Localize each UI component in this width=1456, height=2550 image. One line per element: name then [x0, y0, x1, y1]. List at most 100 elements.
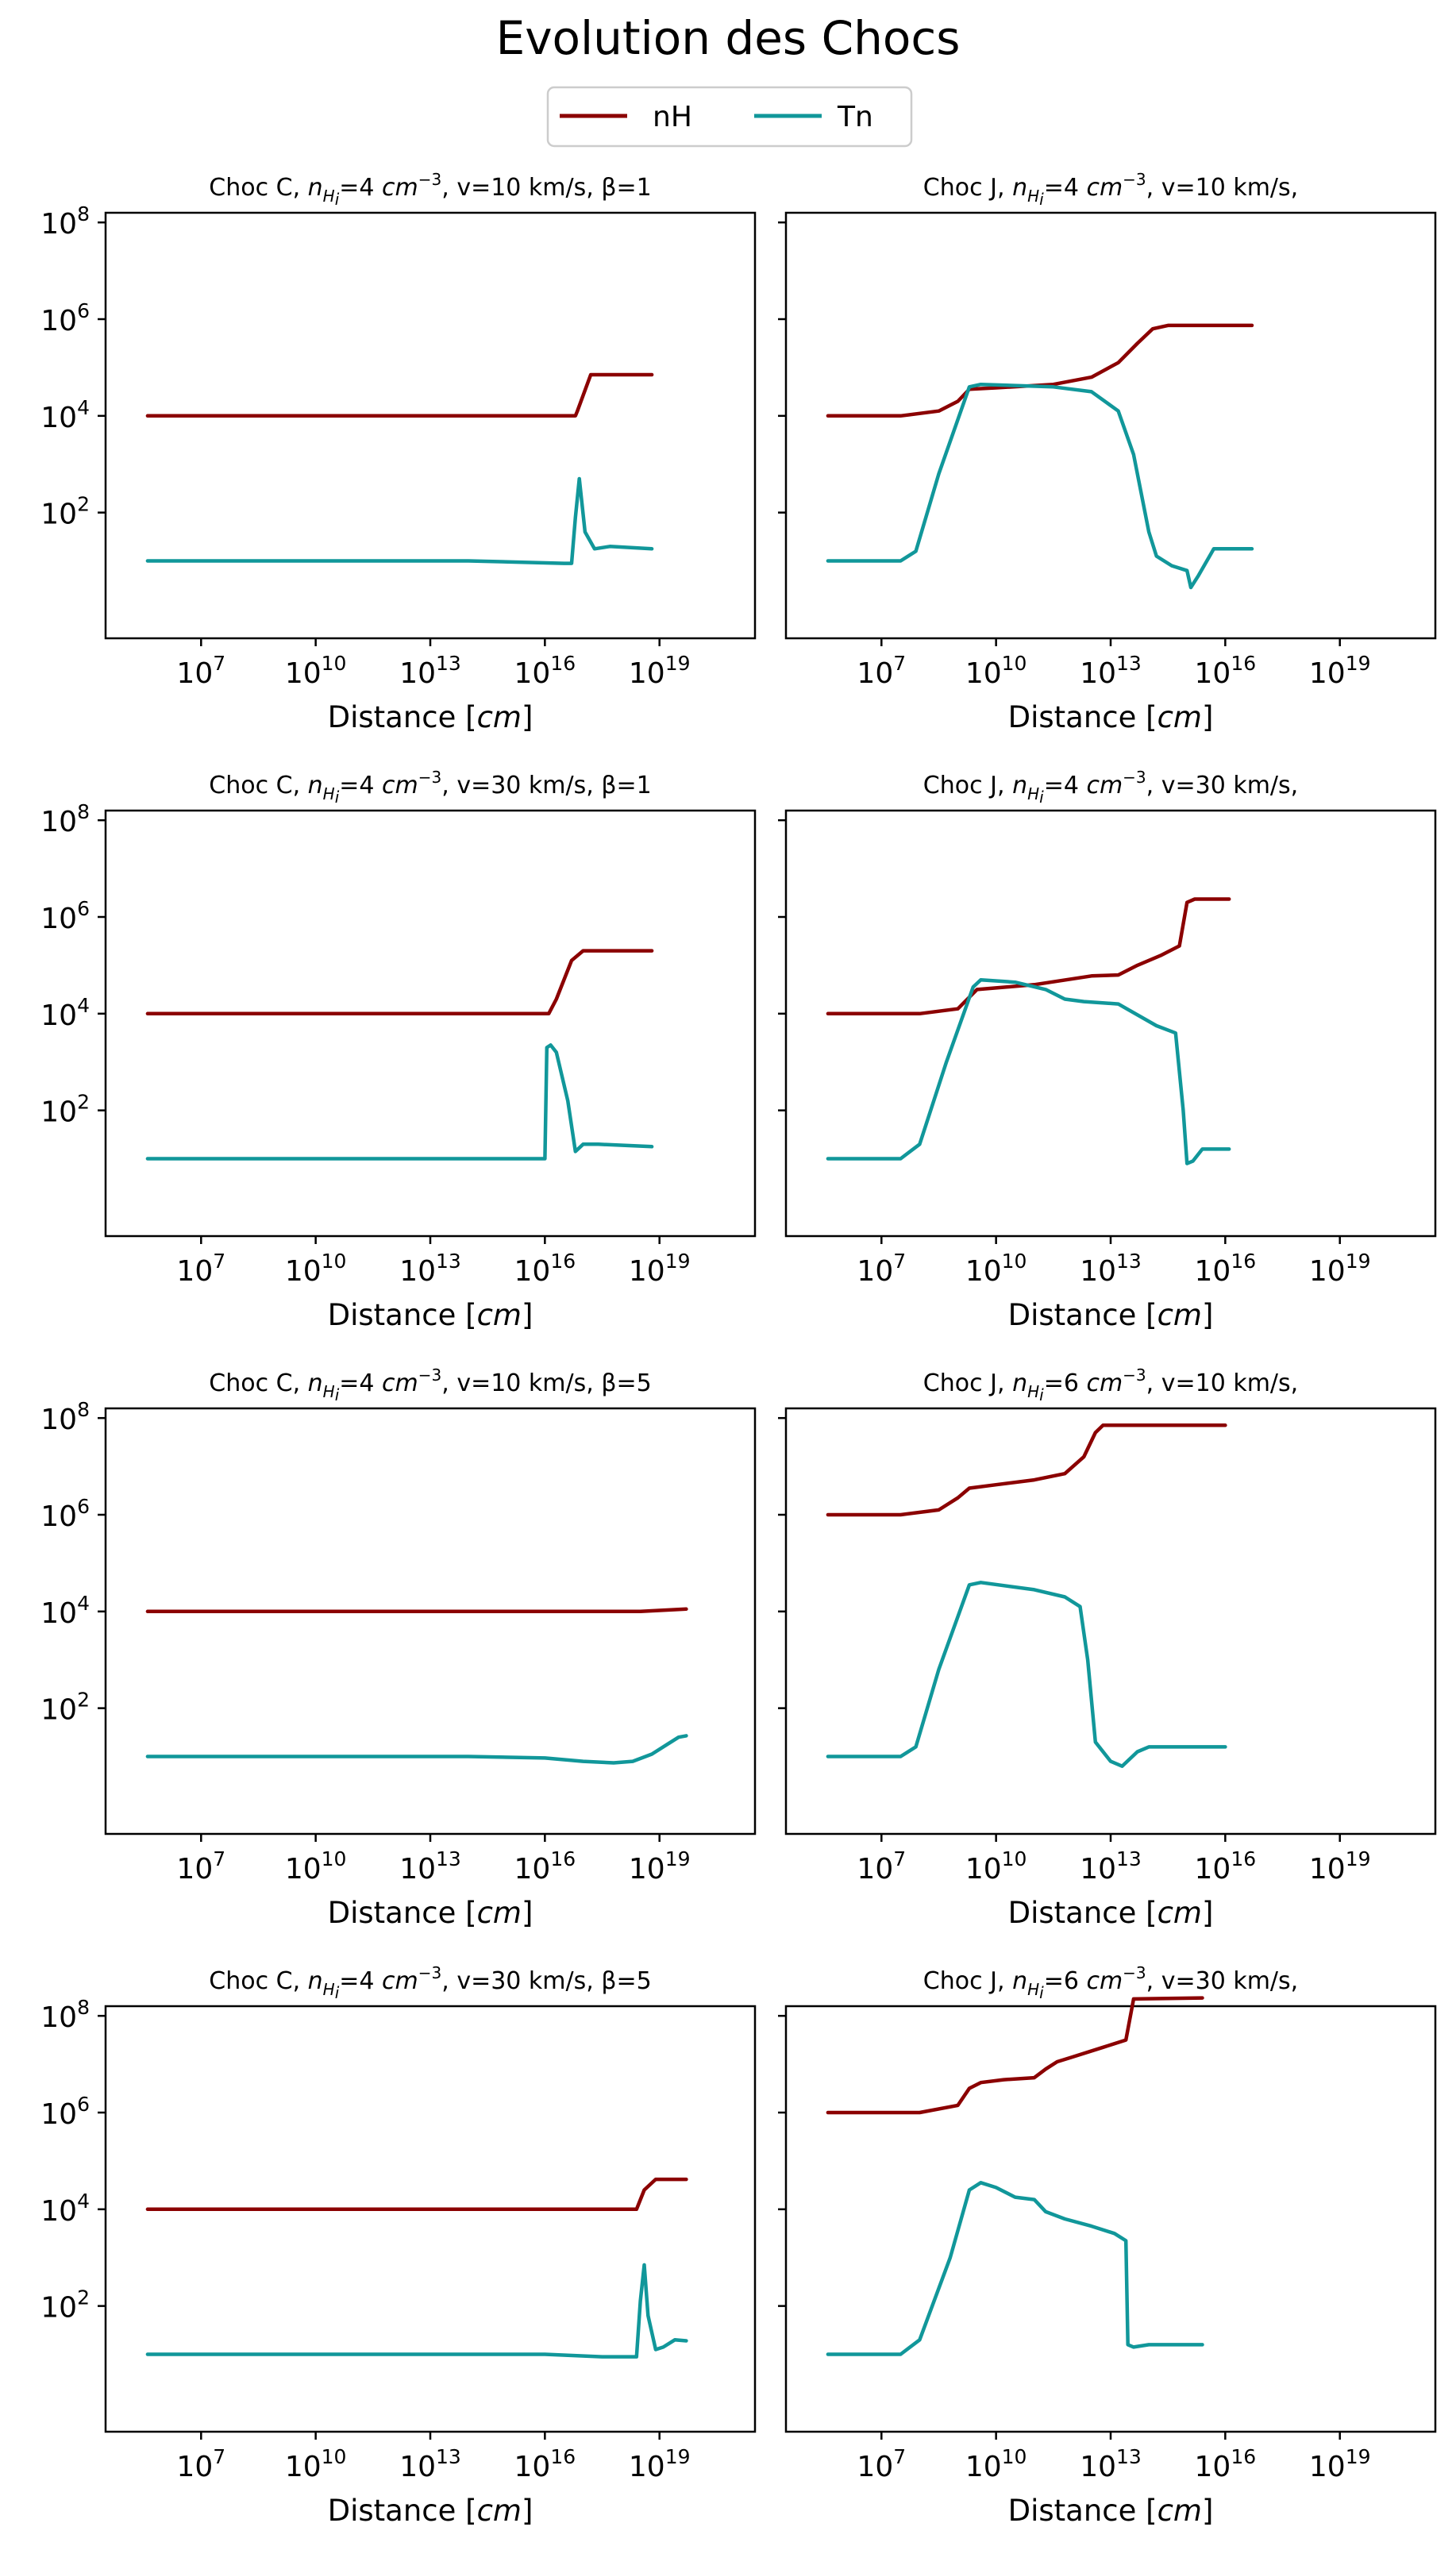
- subplot-title: Choc J, nHi=4 cm−3, v=30 km/s,: [923, 768, 1298, 807]
- series-line-tn: [826, 977, 1231, 1165]
- subplot-title: Choc C, nHi=4 cm−3, v=10 km/s, β=5: [209, 1366, 651, 1404]
- x-axis-label: Distance [cm]: [1008, 1896, 1214, 1930]
- subplot-title: Choc C, nHi=4 cm−3, v=30 km/s, β=1: [209, 768, 651, 807]
- series-line-nh: [145, 1607, 688, 1614]
- x-tick-label: 107: [176, 652, 225, 690]
- x-tick-label: 107: [857, 652, 906, 690]
- subplot-title: Choc J, nHi=4 cm−3, v=10 km/s,: [923, 170, 1298, 209]
- x-tick-label: 1010: [965, 2445, 1027, 2483]
- y-tick-label: 108: [40, 800, 90, 838]
- legend-label-nh: nH: [653, 101, 692, 133]
- x-axis-label: Distance [cm]: [328, 1298, 533, 1332]
- legend-label-tn: Tn: [837, 101, 873, 133]
- x-tick-label: 1010: [285, 1847, 347, 1886]
- y-tick-label: 104: [40, 1592, 90, 1630]
- series-line-tn: [826, 1581, 1227, 1768]
- x-tick-label: 107: [176, 1250, 225, 1288]
- x-tick-label: 1016: [1195, 652, 1257, 690]
- subplot-3: Choc C, nHi=4 cm−3, v=30 km/s, β=1 107 101…: [40, 768, 757, 1332]
- y-tick-label: 106: [40, 2093, 90, 2131]
- series-line-nh: [145, 2177, 688, 2212]
- x-tick-label: 1013: [1080, 652, 1142, 690]
- subplot-8: Choc J, nHi=6 cm−3, v=30 km/s, 107 1010 101…: [778, 1963, 1437, 2528]
- subplot-7: Choc C, nHi=4 cm−3, v=30 km/s, β=5 107 101…: [40, 1963, 757, 2528]
- x-tick-label: 1013: [399, 652, 461, 690]
- series-line-tn: [145, 1043, 654, 1161]
- x-tick-label: 1010: [965, 652, 1027, 690]
- series-line-tn: [145, 476, 654, 565]
- x-axis-label: Distance [cm]: [1008, 2494, 1214, 2528]
- x-tick-label: 107: [857, 1250, 906, 1288]
- y-tick-label: 106: [40, 897, 90, 935]
- subplot-2: Choc J, nHi=4 cm−3, v=10 km/s, 107 1010 101…: [778, 170, 1437, 734]
- x-tick-label: 1019: [1309, 1250, 1371, 1288]
- legend-box: [546, 86, 913, 148]
- x-tick-label: 1013: [399, 1250, 461, 1288]
- x-tick-label: 1013: [1080, 2445, 1142, 2483]
- series-line-nh: [826, 1996, 1204, 2115]
- x-tick-label: 1013: [399, 2445, 461, 2483]
- series-line-nh: [826, 323, 1254, 418]
- subplot-5: Choc C, nHi=4 cm−3, v=10 km/s, β=5 107 101…: [40, 1366, 757, 1930]
- x-tick-label: 107: [857, 1847, 906, 1886]
- x-tick-label: 1013: [1080, 1250, 1142, 1288]
- x-tick-label: 1016: [1195, 1250, 1257, 1288]
- subplot-6: Choc J, nHi=6 cm−3, v=10 km/s, 107 1010 101…: [778, 1366, 1437, 1930]
- x-axis-label: Distance [cm]: [328, 1896, 533, 1930]
- subplot-title: Choc C, nHi=4 cm−3, v=10 km/s, β=1: [209, 170, 651, 209]
- x-tick-label: 1019: [629, 1847, 691, 1886]
- x-tick-label: 1016: [1195, 2445, 1257, 2483]
- subplot-1: Choc C, nHi=4 cm−3, v=10 km/s, β=1 107 101…: [40, 170, 757, 734]
- x-tick-label: 1019: [1309, 1847, 1371, 1886]
- x-tick-label: 1013: [399, 1847, 461, 1886]
- x-tick-label: 107: [176, 1847, 225, 1886]
- y-tick-label: 104: [40, 994, 90, 1032]
- x-tick-label: 1019: [629, 1250, 691, 1288]
- legend: nH Tn: [546, 86, 913, 148]
- x-tick-label: 107: [176, 2445, 225, 2483]
- subplot-title: Choc J, nHi=6 cm−3, v=10 km/s,: [923, 1366, 1298, 1404]
- series-line-nh: [826, 897, 1231, 1016]
- series-line-tn: [145, 2263, 688, 2359]
- series-line-nh: [145, 372, 654, 418]
- x-tick-label: 1010: [965, 1847, 1027, 1886]
- series-line-tn: [145, 1734, 688, 1765]
- series-line-tn: [826, 2181, 1204, 2356]
- x-tick-label: 1010: [285, 2445, 347, 2483]
- x-tick-label: 1019: [1309, 652, 1371, 690]
- x-tick-label: 1019: [629, 2445, 691, 2483]
- y-tick-label: 108: [40, 1398, 90, 1436]
- subplot-4: Choc J, nHi=4 cm−3, v=30 km/s, 107 1010 101…: [778, 768, 1437, 1332]
- series-line-nh: [145, 949, 654, 1016]
- y-tick-label: 102: [40, 2286, 90, 2325]
- x-axis-label: Distance [cm]: [328, 700, 533, 734]
- x-tick-label: 1010: [965, 1250, 1027, 1288]
- x-tick-label: 1010: [285, 1250, 347, 1288]
- x-tick-label: 1016: [514, 2445, 576, 2483]
- x-tick-label: 1010: [285, 652, 347, 690]
- x-tick-label: 1019: [629, 652, 691, 690]
- subplot-grid: Choc C, nHi=4 cm−3, v=10 km/s, β=1 107 101…: [40, 170, 1437, 2528]
- y-tick-label: 106: [40, 1495, 90, 1533]
- y-tick-label: 102: [40, 1091, 90, 1129]
- x-axis-label: Distance [cm]: [328, 2494, 533, 2528]
- y-tick-label: 108: [40, 202, 90, 241]
- x-axis-label: Distance [cm]: [1008, 700, 1214, 734]
- x-axis-label: Distance [cm]: [1008, 1298, 1214, 1332]
- y-tick-label: 106: [40, 299, 90, 337]
- x-tick-label: 1019: [1309, 2445, 1371, 2483]
- x-tick-label: 1016: [514, 652, 576, 690]
- y-tick-label: 108: [40, 1996, 90, 2034]
- x-tick-label: 1016: [514, 1847, 576, 1886]
- x-tick-label: 1013: [1080, 1847, 1142, 1886]
- x-tick-label: 107: [857, 2445, 906, 2483]
- x-tick-label: 1016: [1195, 1847, 1257, 1886]
- x-tick-label: 1016: [514, 1250, 576, 1288]
- y-tick-label: 102: [40, 493, 90, 531]
- y-tick-label: 104: [40, 2190, 90, 2228]
- figure-title: Evolution des Chocs: [496, 11, 961, 65]
- series-line-tn: [826, 382, 1254, 590]
- subplot-title: Choc J, nHi=6 cm−3, v=30 km/s,: [923, 1963, 1298, 2002]
